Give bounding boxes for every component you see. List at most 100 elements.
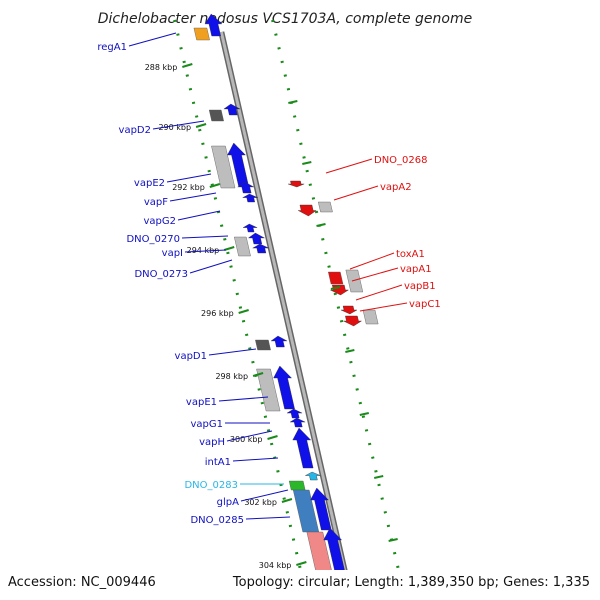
gene-label-vape1: vapE1	[186, 396, 269, 408]
scale-tick	[252, 372, 264, 377]
vapD2-feature	[223, 103, 241, 116]
vapE1-feature	[273, 365, 295, 410]
gene-label-rega1: regA1	[97, 32, 177, 53]
gene-label-dno_0283: DNO_0283	[184, 480, 284, 491]
gene-label-text: toxA1	[396, 249, 425, 260]
gene-label-leader	[351, 267, 399, 282]
outer-scale-tick	[302, 161, 312, 165]
toxA1-feature	[328, 271, 344, 285]
gene-label-vapd1: vapD1	[175, 348, 257, 362]
regA1-feature	[193, 27, 210, 41]
gene-label-leader	[169, 192, 217, 202]
outer-scale-tick	[330, 286, 341, 290]
vapD1-feature	[270, 335, 288, 348]
intA1-feature	[292, 427, 314, 469]
gene-label-leader	[184, 249, 227, 253]
gene-label-text: vapB1	[404, 281, 436, 292]
gene-label-leader	[208, 348, 257, 356]
outer-scale-tick	[345, 349, 355, 353]
vapG1-feature	[286, 408, 303, 419]
scale-tick	[296, 561, 307, 566]
gene-label-inta1: intA1	[205, 457, 279, 468]
scale-tick	[182, 63, 193, 68]
outer-scale-tick	[374, 475, 384, 479]
gene-label-text: glpA	[217, 497, 239, 508]
gene-label-leader	[240, 489, 289, 502]
vapC1-feature-b	[343, 315, 363, 327]
gene-label-text: vapA2	[380, 182, 412, 193]
gene-label-text: DNO_0270	[126, 234, 180, 245]
gene-label-text: DNO_0283	[184, 480, 238, 491]
backbone-line	[219, 31, 353, 600]
glpA-arrow-feature	[310, 487, 332, 531]
scale-label: 300 kbp	[230, 435, 263, 444]
gene-label-text: vapG1	[190, 419, 223, 430]
gene-label-vape2: vapE2	[134, 173, 212, 189]
genome-backbone	[218, 31, 355, 600]
scale-label: 304 kbp	[259, 561, 292, 570]
gene-label-text: DNO_0273	[134, 269, 188, 280]
gene-label-text: vapF	[144, 197, 168, 208]
outer-scale-tick	[388, 538, 398, 542]
vapA1-grey-feature	[345, 269, 364, 293]
gene-label-dno_0273: DNO_0273	[134, 259, 233, 280]
vapE2-grey-feature	[211, 145, 236, 189]
gene-label-leader	[232, 457, 279, 462]
gene-label-text: vapC1	[409, 299, 441, 310]
scale-tick	[267, 435, 278, 440]
gene-label-dno_0285: DNO_0285	[190, 515, 291, 526]
scale-tick	[209, 183, 221, 188]
gene-label-leader	[181, 235, 229, 239]
gene-label-leader	[325, 158, 373, 174]
gene-label-vapd2: vapD2	[119, 120, 205, 136]
gene-labels: regA1 vapD2 vapE2 vapF vapG2 DNO_0270 vapI DNO_…	[97, 32, 441, 593]
gene-label-leader	[226, 430, 273, 442]
gene-label-text: vapE2	[134, 178, 165, 189]
gene-label-leader	[218, 396, 269, 402]
scale-tick	[223, 246, 235, 251]
gene-label-vaph: vapH	[199, 430, 273, 448]
scale-tick	[195, 123, 207, 128]
vapH-feature	[289, 417, 306, 428]
gene-label-vapg1: vapG1	[190, 419, 270, 430]
gene-label-text: vapI	[162, 248, 183, 259]
vapA2-grey-feature	[317, 201, 333, 213]
DNO_0283-feature	[305, 471, 321, 481]
outer-scale-tick	[288, 100, 298, 104]
dotted-rings	[173, 19, 407, 600]
gene-label-glpa: glpA	[217, 489, 289, 508]
scale-label: 296 kbp	[201, 309, 234, 318]
DNO_0270-feature	[242, 223, 258, 233]
vapC1-feature-a	[340, 305, 358, 315]
outer-scale-tick	[359, 412, 370, 416]
vapD2-pseudo-feature	[208, 109, 224, 122]
gene-label-leader	[349, 252, 395, 270]
gene-label-leader	[359, 302, 408, 312]
gene-label-vapf: vapF	[144, 192, 217, 208]
scale-label: 292 kbp	[172, 183, 205, 192]
gene-label-text: vapH	[199, 437, 225, 448]
gene-label-leader	[177, 210, 221, 221]
vapF-feature	[237, 181, 254, 194]
gene-label-dno_0268: DNO_0268	[325, 155, 428, 174]
vapG2-feature	[242, 193, 258, 203]
vapA2-feature	[298, 204, 317, 217]
DNO_0268-feature	[288, 180, 305, 188]
gene-label-vapb1: vapB1	[355, 281, 436, 301]
gene-label-leader	[355, 284, 403, 301]
scale-tick	[238, 309, 249, 314]
gene-label-text: intA1	[205, 457, 231, 468]
gene-label-vapg2: vapG2	[143, 210, 221, 227]
vapD1-pseudo-feature	[255, 339, 271, 351]
scale-ticks: 288 kbp 290 kbp 292 kbp 294 kbp 296 kbp 298 k…	[145, 63, 398, 570]
gene-label-dno_0270: DNO_0270	[126, 234, 229, 245]
gene-label-text: vapE1	[186, 397, 217, 408]
footer-background	[0, 570, 600, 600]
gene-label-text: vapD2	[119, 125, 151, 136]
gene-label-text: vapD1	[175, 351, 207, 362]
inner-dotted-ring	[173, 19, 309, 600]
DNO_0273-feature	[252, 243, 269, 254]
gene-label-leader	[152, 120, 205, 130]
genome-summary-text: Topology: circular; Length: 1,389,350 bp…	[232, 575, 590, 590]
